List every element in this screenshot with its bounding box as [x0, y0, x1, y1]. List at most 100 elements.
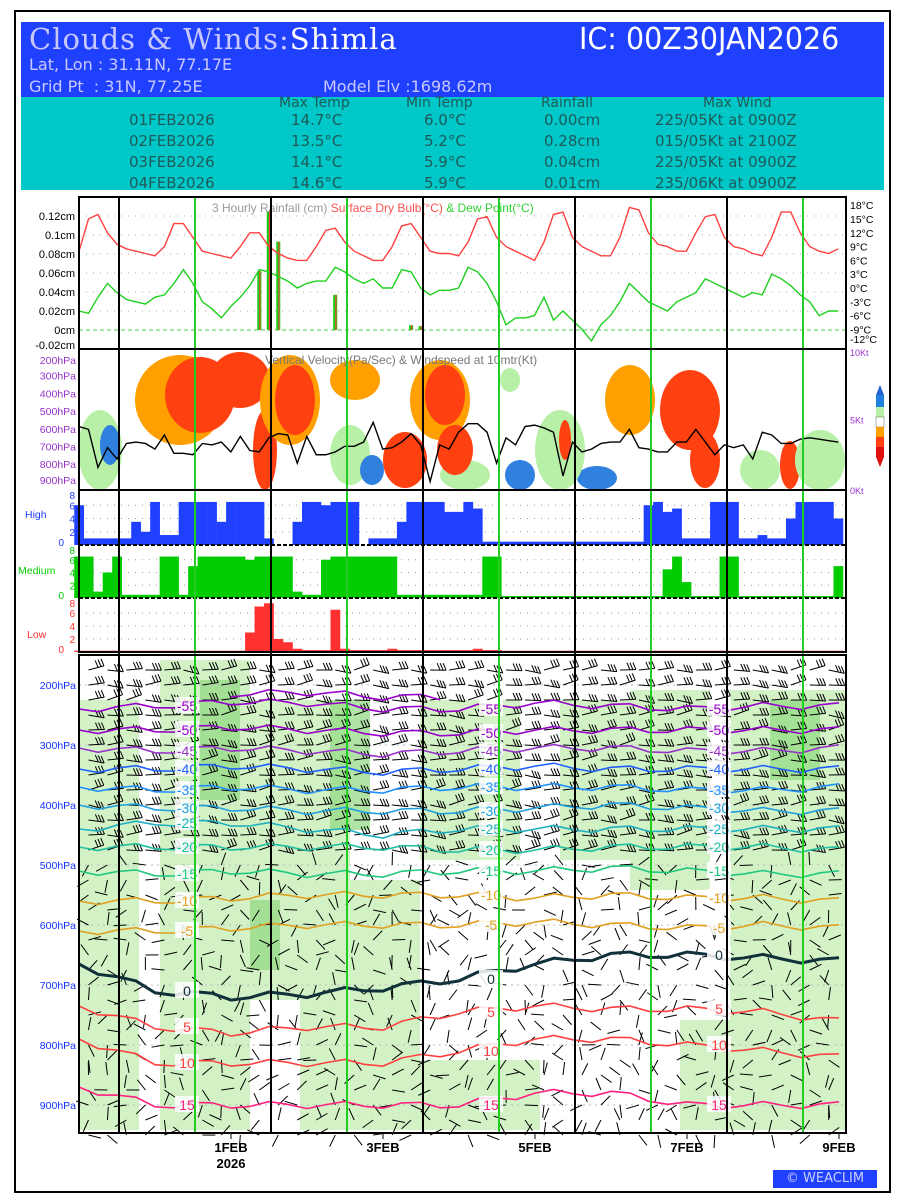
cloud-bar	[596, 541, 606, 545]
wind-barb	[406, 957, 412, 971]
wind-barb	[221, 1087, 235, 1091]
wind-barb	[201, 1089, 210, 1102]
wind-barb-feather	[382, 752, 387, 760]
wind-barb-feather	[189, 676, 194, 685]
wind-barb-feather	[740, 692, 745, 700]
wind-barb-feather	[398, 679, 403, 687]
wind-barb	[524, 669, 541, 674]
wind-barb	[430, 1074, 443, 1079]
wind-barb-feather	[417, 677, 422, 685]
wind-barb	[221, 904, 234, 911]
pressure-tick-label: 800hPa	[40, 459, 76, 471]
wind-barb-feather	[322, 708, 327, 716]
wind-barb	[475, 903, 488, 911]
cloud-bar	[311, 594, 322, 598]
wind-barb	[802, 909, 811, 922]
wind-barb-feather	[246, 810, 251, 818]
wind-barb-feather	[119, 837, 124, 846]
wind-barb-feather	[765, 680, 769, 689]
wind-barb-feather	[398, 735, 403, 743]
wind-barb	[88, 1134, 102, 1139]
wind-barb-feather	[591, 735, 596, 743]
wind-barb-feather	[455, 841, 460, 849]
wind-barb-feather	[442, 813, 447, 822]
wind-barb	[316, 714, 333, 717]
wind-barb	[467, 1017, 473, 1031]
wind-barb-feather	[822, 693, 827, 702]
cloud-tick-label: 2	[69, 581, 75, 592]
wind-barb-feather	[556, 796, 561, 805]
wind-barb-feather	[683, 769, 688, 777]
wind-barb-feather	[702, 708, 707, 716]
wind-barb	[159, 999, 165, 1013]
wind-barb-feather	[837, 734, 842, 743]
temp-tick-label: 9°C	[850, 242, 868, 254]
wind-barb	[95, 864, 108, 872]
wind-barb-feather	[366, 750, 371, 758]
isotherm-label-bg	[479, 1096, 503, 1112]
wind-barb-feather	[170, 694, 175, 702]
wind-barb-feather	[287, 734, 292, 742]
wind-barb	[695, 957, 702, 971]
wind-barb	[335, 830, 351, 836]
vv-contour	[740, 450, 780, 490]
wind-barb	[600, 725, 617, 731]
wind-barb	[163, 898, 171, 911]
wind-barb	[552, 886, 564, 896]
wind-barb	[467, 1119, 481, 1124]
wind-barb	[742, 969, 754, 979]
wind-barb	[379, 1104, 393, 1108]
wind-barb	[581, 834, 598, 838]
wind-barb-feather	[613, 830, 618, 838]
wind-barb-feather	[591, 795, 596, 803]
wind-barb-feather	[816, 769, 821, 777]
wind-barb-feather	[740, 781, 745, 790]
wind-barb-feather	[436, 813, 441, 821]
wind-barb-feather	[534, 706, 539, 715]
wind-barb	[459, 1059, 469, 1071]
wind-barb-feather	[458, 779, 463, 788]
wind-barb-feather	[132, 768, 137, 776]
wind-barb	[373, 818, 390, 821]
wind-barb	[676, 963, 689, 971]
wind-barb-feather	[512, 738, 517, 747]
wind-barb	[809, 788, 826, 791]
wind-barb	[220, 867, 225, 881]
wind-barb	[334, 1107, 341, 1121]
wind-barb	[828, 819, 845, 825]
wind-barb-feather	[556, 710, 561, 718]
wind-barb	[771, 754, 788, 761]
wind-barb-feather	[607, 720, 612, 728]
wind-barb-feather	[664, 661, 669, 669]
cloud-bar	[368, 538, 379, 545]
cloud-tick-label: 6	[69, 556, 75, 567]
wind-barb	[430, 819, 447, 822]
wind-barb	[316, 1084, 329, 1091]
wind-barb	[562, 666, 579, 671]
col-max-wind: Max Wind	[703, 95, 772, 111]
wind-barb-feather	[837, 718, 842, 726]
wind-barb-feather	[360, 751, 365, 759]
wind-barb-feather	[325, 695, 330, 704]
wind-barb-feather	[512, 692, 517, 701]
wind-barb	[464, 1074, 469, 1088]
wind-barb-feather	[610, 753, 615, 761]
wind-barb	[714, 683, 731, 686]
wind-barb	[259, 714, 276, 719]
wind-barb-feather	[252, 799, 257, 807]
wind-barb-feather	[556, 692, 561, 701]
wind-barb-feather	[591, 811, 596, 819]
wind-barb	[543, 727, 560, 731]
wind-barb	[411, 834, 428, 838]
wind-barb-feather	[664, 723, 669, 731]
wind-barb-feather	[705, 679, 710, 687]
wind-barb	[277, 909, 284, 923]
isotherm-label-bg	[479, 886, 503, 902]
wind-barb-feather	[290, 752, 295, 760]
wind-barb	[683, 1104, 696, 1109]
wind-barb-feather	[631, 673, 636, 681]
wind-barb	[417, 1059, 431, 1066]
wind-barb-feather	[784, 740, 788, 749]
wind-barb-feather	[132, 825, 137, 833]
wind-barb-feather	[290, 733, 295, 741]
